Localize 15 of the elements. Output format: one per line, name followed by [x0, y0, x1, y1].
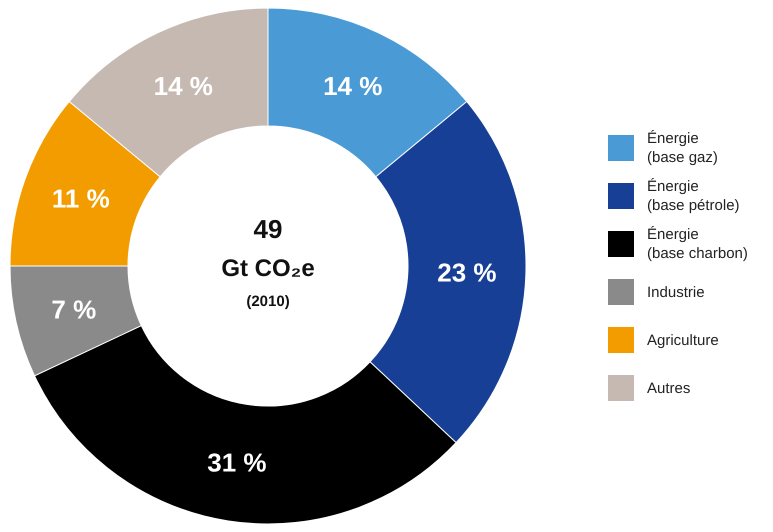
- data-label: 11 %: [52, 184, 110, 214]
- legend-label: Industrie: [647, 284, 705, 301]
- legend-label: Énergie (base pétrole): [647, 177, 740, 214]
- text: Gt CO₂e: [221, 255, 315, 282]
- data-label: 7 %: [51, 294, 96, 325]
- legend-label: Autres: [647, 380, 690, 397]
- data-label: 31 %: [207, 448, 266, 478]
- data-label: 23 %: [437, 257, 497, 288]
- text: (2010): [246, 293, 290, 310]
- legend-label: Énergie (base charbon): [647, 225, 748, 262]
- legend-label: Agriculture: [647, 332, 719, 349]
- legend-label: Énergie (base gaz): [647, 129, 718, 166]
- data-label: 14 %: [154, 71, 213, 102]
- data-label: 14 %: [323, 71, 382, 102]
- text: 49: [254, 214, 282, 244]
